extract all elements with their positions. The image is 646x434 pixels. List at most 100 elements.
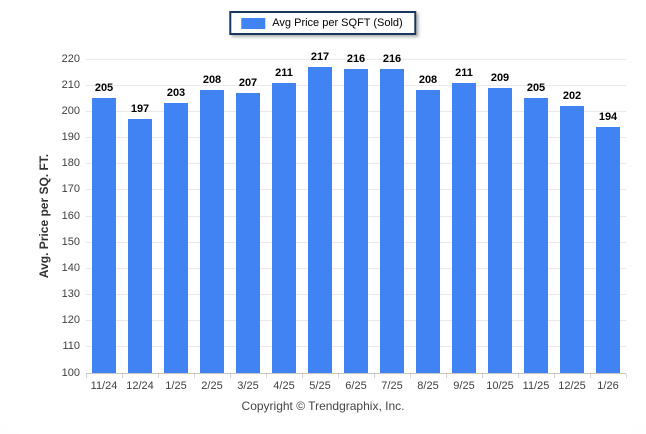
bar-column: 197	[122, 59, 158, 373]
legend: Avg Price per SQFT (Sold)	[229, 11, 417, 35]
bar	[236, 93, 260, 373]
x-axis-tick-mark	[338, 374, 339, 378]
x-axis-tick-mark	[158, 374, 159, 378]
x-axis-tick-mark	[302, 374, 303, 378]
x-tick-label: 5/25	[309, 380, 331, 392]
x-tick-label: 9/25	[453, 380, 475, 392]
x-tick-label: 12/25	[558, 380, 586, 392]
bar-column: 208	[410, 59, 446, 373]
x-tick-label: 2/25	[201, 380, 223, 392]
y-tick-label: 210	[61, 78, 80, 91]
y-tick-label: 220	[61, 52, 80, 65]
bar	[92, 98, 116, 373]
bar-value-label: 202	[562, 90, 582, 103]
x-axis-tick-mark	[554, 374, 555, 378]
y-tick-label: 110	[62, 340, 80, 353]
x-axis-tick-mark	[518, 374, 519, 378]
bar-column: 216	[374, 54, 410, 373]
x-axis-tick-mark	[86, 374, 87, 378]
bar-column: 203	[158, 59, 194, 373]
y-tick-label: 200	[61, 104, 80, 117]
y-tick-label: 140	[61, 261, 80, 274]
x-tick-label: 11/25	[522, 380, 550, 392]
bar-column: 217	[302, 51, 338, 373]
x-axis-tick-mark	[626, 374, 627, 378]
plot-area: 205 197 203 208 207 211 217 216 216 208 211 209 205 2…	[86, 51, 627, 392]
x-axis-tick-mark	[410, 374, 411, 378]
bar-value-label: 217	[310, 50, 330, 63]
bar	[524, 98, 548, 373]
y-tick-label: 130	[61, 288, 80, 300]
bar	[380, 69, 404, 373]
x-axis-tick-mark	[194, 374, 195, 378]
x-tick-label: 12/24	[126, 380, 154, 392]
x-tick-label: 3/25	[237, 380, 259, 392]
bar-value-label: 211	[275, 66, 293, 79]
bar-value-label: 211	[455, 66, 473, 79]
x-tick-label: 1/26	[597, 380, 619, 392]
bar	[272, 82, 296, 373]
bar	[488, 87, 512, 373]
bar	[596, 127, 620, 373]
bar-value-label: 208	[202, 74, 222, 87]
x-axis-tick-mark	[590, 374, 591, 378]
copyright-text: Copyright © Trendgraphix, Inc.	[241, 399, 405, 413]
x-axis-tick-mark	[446, 374, 447, 378]
gridline	[86, 58, 626, 60]
bar	[344, 69, 368, 373]
bar-column: 205	[86, 59, 122, 373]
x-axis-tick-mark	[122, 374, 123, 378]
y-axis-title: Avg. Price per SQ. FT.	[37, 153, 51, 279]
bar-value-label: 203	[166, 87, 186, 100]
y-tick-label: 160	[61, 209, 80, 222]
bar-value-label: 207	[238, 77, 258, 90]
bar-column: 205	[518, 59, 554, 373]
bars-container: 205 197 203 208 207 211 217 216 216 208 211 209 205 2…	[86, 51, 626, 373]
x-axis-tick-mark	[266, 374, 267, 378]
bar-value-label: 197	[130, 103, 150, 116]
bar	[452, 82, 476, 373]
y-tick-label: 180	[61, 157, 80, 170]
bar-column: 211	[266, 59, 302, 373]
bar-value-label: 216	[382, 53, 402, 66]
bar	[560, 106, 584, 373]
bar-column: 202	[554, 59, 590, 373]
bar	[416, 90, 440, 373]
bar-value-label: 216	[346, 53, 366, 66]
y-tick-label: 170	[61, 183, 80, 196]
bar-column: 209	[482, 59, 518, 373]
bar-column: 194	[590, 59, 626, 373]
y-tick-label: 190	[61, 131, 80, 143]
x-axis-tick-mark	[230, 374, 231, 378]
y-axis-labels: 100 110 120 130 140 150 160 170 180 190 200 210 220	[52, 53, 80, 378]
bar-value-label: 209	[490, 71, 510, 84]
y-tick-label: 120	[61, 314, 80, 327]
x-tick-label: 11/24	[90, 380, 118, 392]
legend-label: Avg Price per SQFT (Sold)	[272, 17, 403, 29]
bar	[200, 90, 224, 373]
bar-column: 211	[446, 59, 482, 373]
legend-swatch-icon	[241, 17, 266, 29]
bar-value-label: 205	[526, 82, 546, 95]
bar-column: 207	[230, 59, 266, 373]
x-axis-labels: 11/24 12/24 1/25 2/25 3/25 4/25 5/25 6/25 7/25 8/…	[86, 373, 626, 392]
x-axis-tick-mark	[374, 374, 375, 378]
y-tick-label: 100	[61, 366, 80, 379]
x-tick-label: 7/25	[381, 380, 403, 392]
bar	[128, 119, 152, 373]
x-axis-tick-mark	[482, 374, 483, 378]
x-tick-label: 6/25	[345, 380, 367, 392]
y-tick-label: 150	[61, 235, 80, 248]
bar-column: 208	[194, 59, 230, 373]
x-tick-label: 1/25	[165, 380, 187, 392]
bar-value-label: 194	[598, 111, 618, 124]
bar	[164, 103, 188, 373]
bar	[308, 66, 332, 373]
bar-column: 216	[338, 54, 374, 373]
bar-value-label: 205	[94, 82, 114, 95]
x-axis-ticks	[86, 373, 627, 378]
bar-value-label: 208	[418, 74, 438, 87]
x-tick-label: 10/25	[486, 380, 514, 392]
x-tick-label: 4/25	[273, 380, 295, 392]
x-tick-label: 8/25	[417, 380, 439, 392]
